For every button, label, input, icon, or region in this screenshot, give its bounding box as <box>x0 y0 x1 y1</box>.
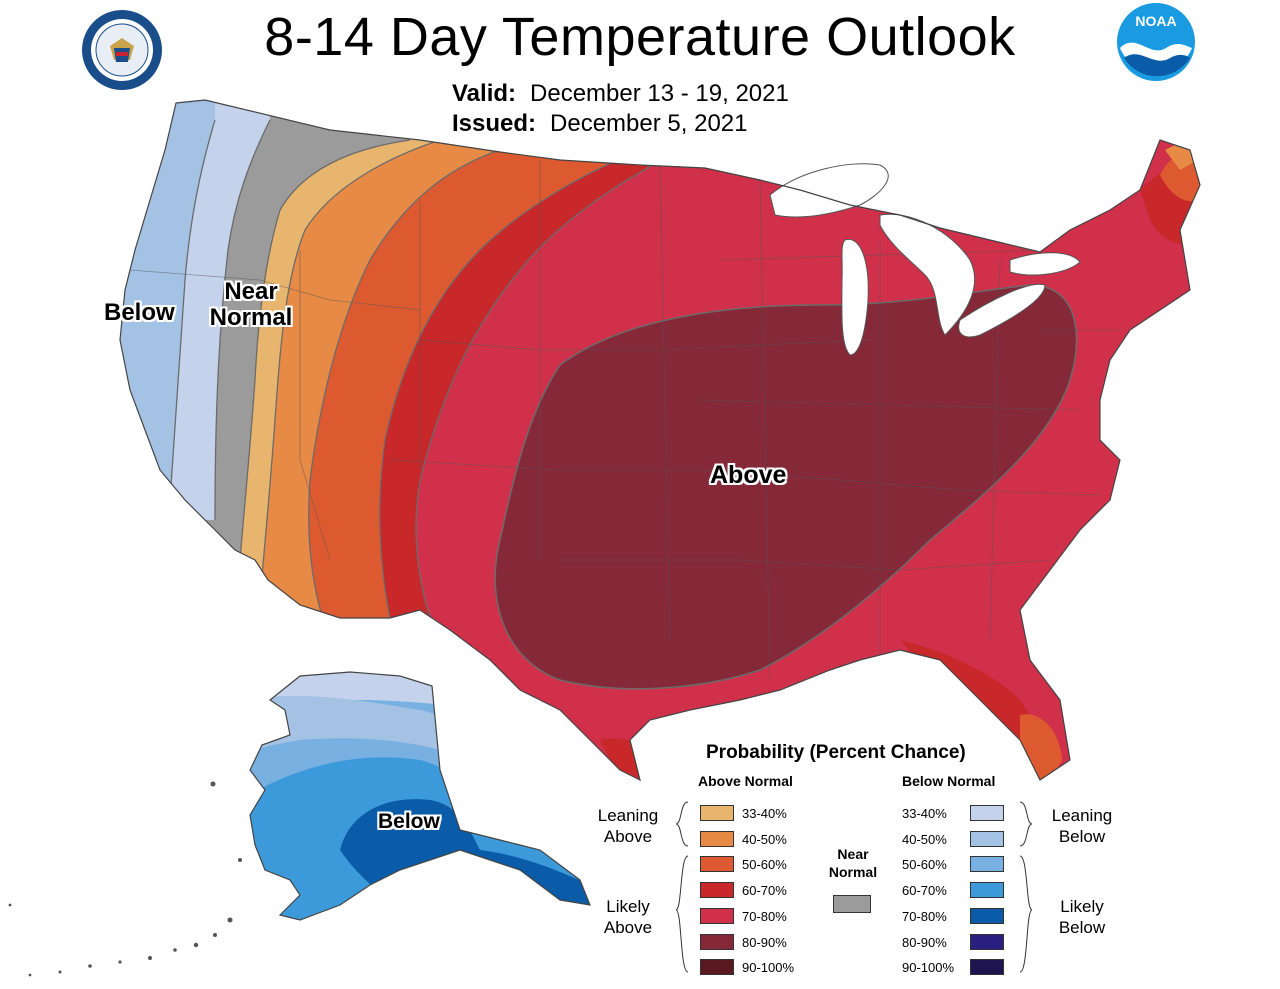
legend-above-swatch-6 <box>700 934 734 950</box>
legend-above-header: Above Normal <box>698 773 793 789</box>
legend-above-swatch-4 <box>700 882 734 898</box>
legend-below-swatch-1 <box>970 805 1004 821</box>
legend-brace-above <box>675 801 689 973</box>
leaning-above-word-1: Leaning <box>597 806 659 825</box>
leaning-below-word-2: Below <box>1058 827 1106 847</box>
legend-above-label-1: 33-40% <box>742 806 787 821</box>
legend-swatch-near-normal <box>833 895 871 913</box>
legend-below-label-3: 50-60% <box>902 857 947 872</box>
conus-probability-bands <box>120 100 1200 780</box>
label-near: Near <box>224 278 278 305</box>
label-above: Above <box>710 461 787 489</box>
label-below-alaska: Below <box>378 810 440 833</box>
legend-title: Probability (Percent Chance) <box>706 742 966 763</box>
valid-dates: December 13 - 19, 2021 <box>530 80 789 107</box>
great-lakes <box>769 163 1081 356</box>
leaning-above-word-2: Above <box>603 827 653 847</box>
noaa-logo-text: NOAA <box>1135 13 1176 29</box>
legend-above-label-5: 70-80% <box>742 909 787 924</box>
legend-near-normal-label: Near Normal <box>818 846 888 881</box>
legend-below-label-1: 33-40% <box>902 806 947 821</box>
legend-above-label-2: 40-50% <box>742 832 787 847</box>
likely-above-word-2: Above <box>603 918 653 938</box>
legend-above-label-7: 90-100% <box>742 960 795 975</box>
legend-above-swatch-1 <box>700 805 734 821</box>
likely-below-word-1: Likely <box>1060 897 1104 916</box>
department-of-commerce-seal-icon <box>82 10 162 90</box>
legend-above-label-6: 80-90% <box>742 935 787 950</box>
legend-below-swatch-5 <box>970 908 1004 924</box>
valid-label: Valid: <box>452 80 517 107</box>
legend-leaning-above: Leaning Above <box>590 805 666 848</box>
leaning-below-word-1: Leaning <box>1051 806 1113 825</box>
legend-below-swatch-3 <box>970 856 1004 872</box>
legend-below-swatch-7 <box>970 959 1004 975</box>
legend-below-label-7: 90-100% <box>902 960 955 975</box>
label-below-west: Below <box>104 299 175 326</box>
likely-below-word-2: Below <box>1058 918 1106 938</box>
legend-below-label-5: 70-80% <box>902 909 947 924</box>
alaska-outline <box>249 671 591 921</box>
legend-above-swatch-7 <box>700 959 734 975</box>
legend-below-label-2: 40-50% <box>902 832 947 847</box>
legend-brace-below <box>1019 801 1033 973</box>
legend-below-swatch-4 <box>970 882 1004 898</box>
legend-leaning-below: Leaning Below <box>1040 805 1124 848</box>
label-normal: Normal <box>209 304 293 332</box>
legend-above-label-4: 60-70% <box>742 883 787 898</box>
label-near-normal: Near Normal <box>203 278 299 332</box>
likely-above-word-1: Likely <box>606 897 650 916</box>
issued-label: Issued: <box>452 110 537 137</box>
legend-below-label-6: 80-90% <box>902 935 947 950</box>
issued-date: December 5, 2021 <box>550 110 748 137</box>
near-normal-word-2: Normal <box>828 863 878 880</box>
aleutian-islands <box>8 781 242 977</box>
issued-line: Issued: December 5, 2021 <box>452 110 747 138</box>
legend-below-header: Below Normal <box>902 773 996 789</box>
legend-below-label-4: 60-70% <box>902 883 947 898</box>
legend-above-swatch-3 <box>700 856 734 872</box>
conus-outline <box>119 99 1201 782</box>
legend-above-label-3: 50-60% <box>742 857 787 872</box>
legend-below-swatch-6 <box>970 934 1004 950</box>
legend-below-swatch-2 <box>970 831 1004 847</box>
legend-likely-above: Likely Above <box>590 896 666 939</box>
legend-above-swatch-5 <box>700 908 734 924</box>
legend-likely-below: Likely Below <box>1040 896 1124 939</box>
page-title: 8-14 Day Temperature Outlook <box>264 7 1016 67</box>
valid-line: Valid: December 13 - 19, 2021 <box>452 80 789 108</box>
noaa-logo-icon: NOAA <box>1117 3 1195 81</box>
legend-above-swatch-2 <box>700 831 734 847</box>
near-normal-word-1: Near <box>837 846 869 862</box>
